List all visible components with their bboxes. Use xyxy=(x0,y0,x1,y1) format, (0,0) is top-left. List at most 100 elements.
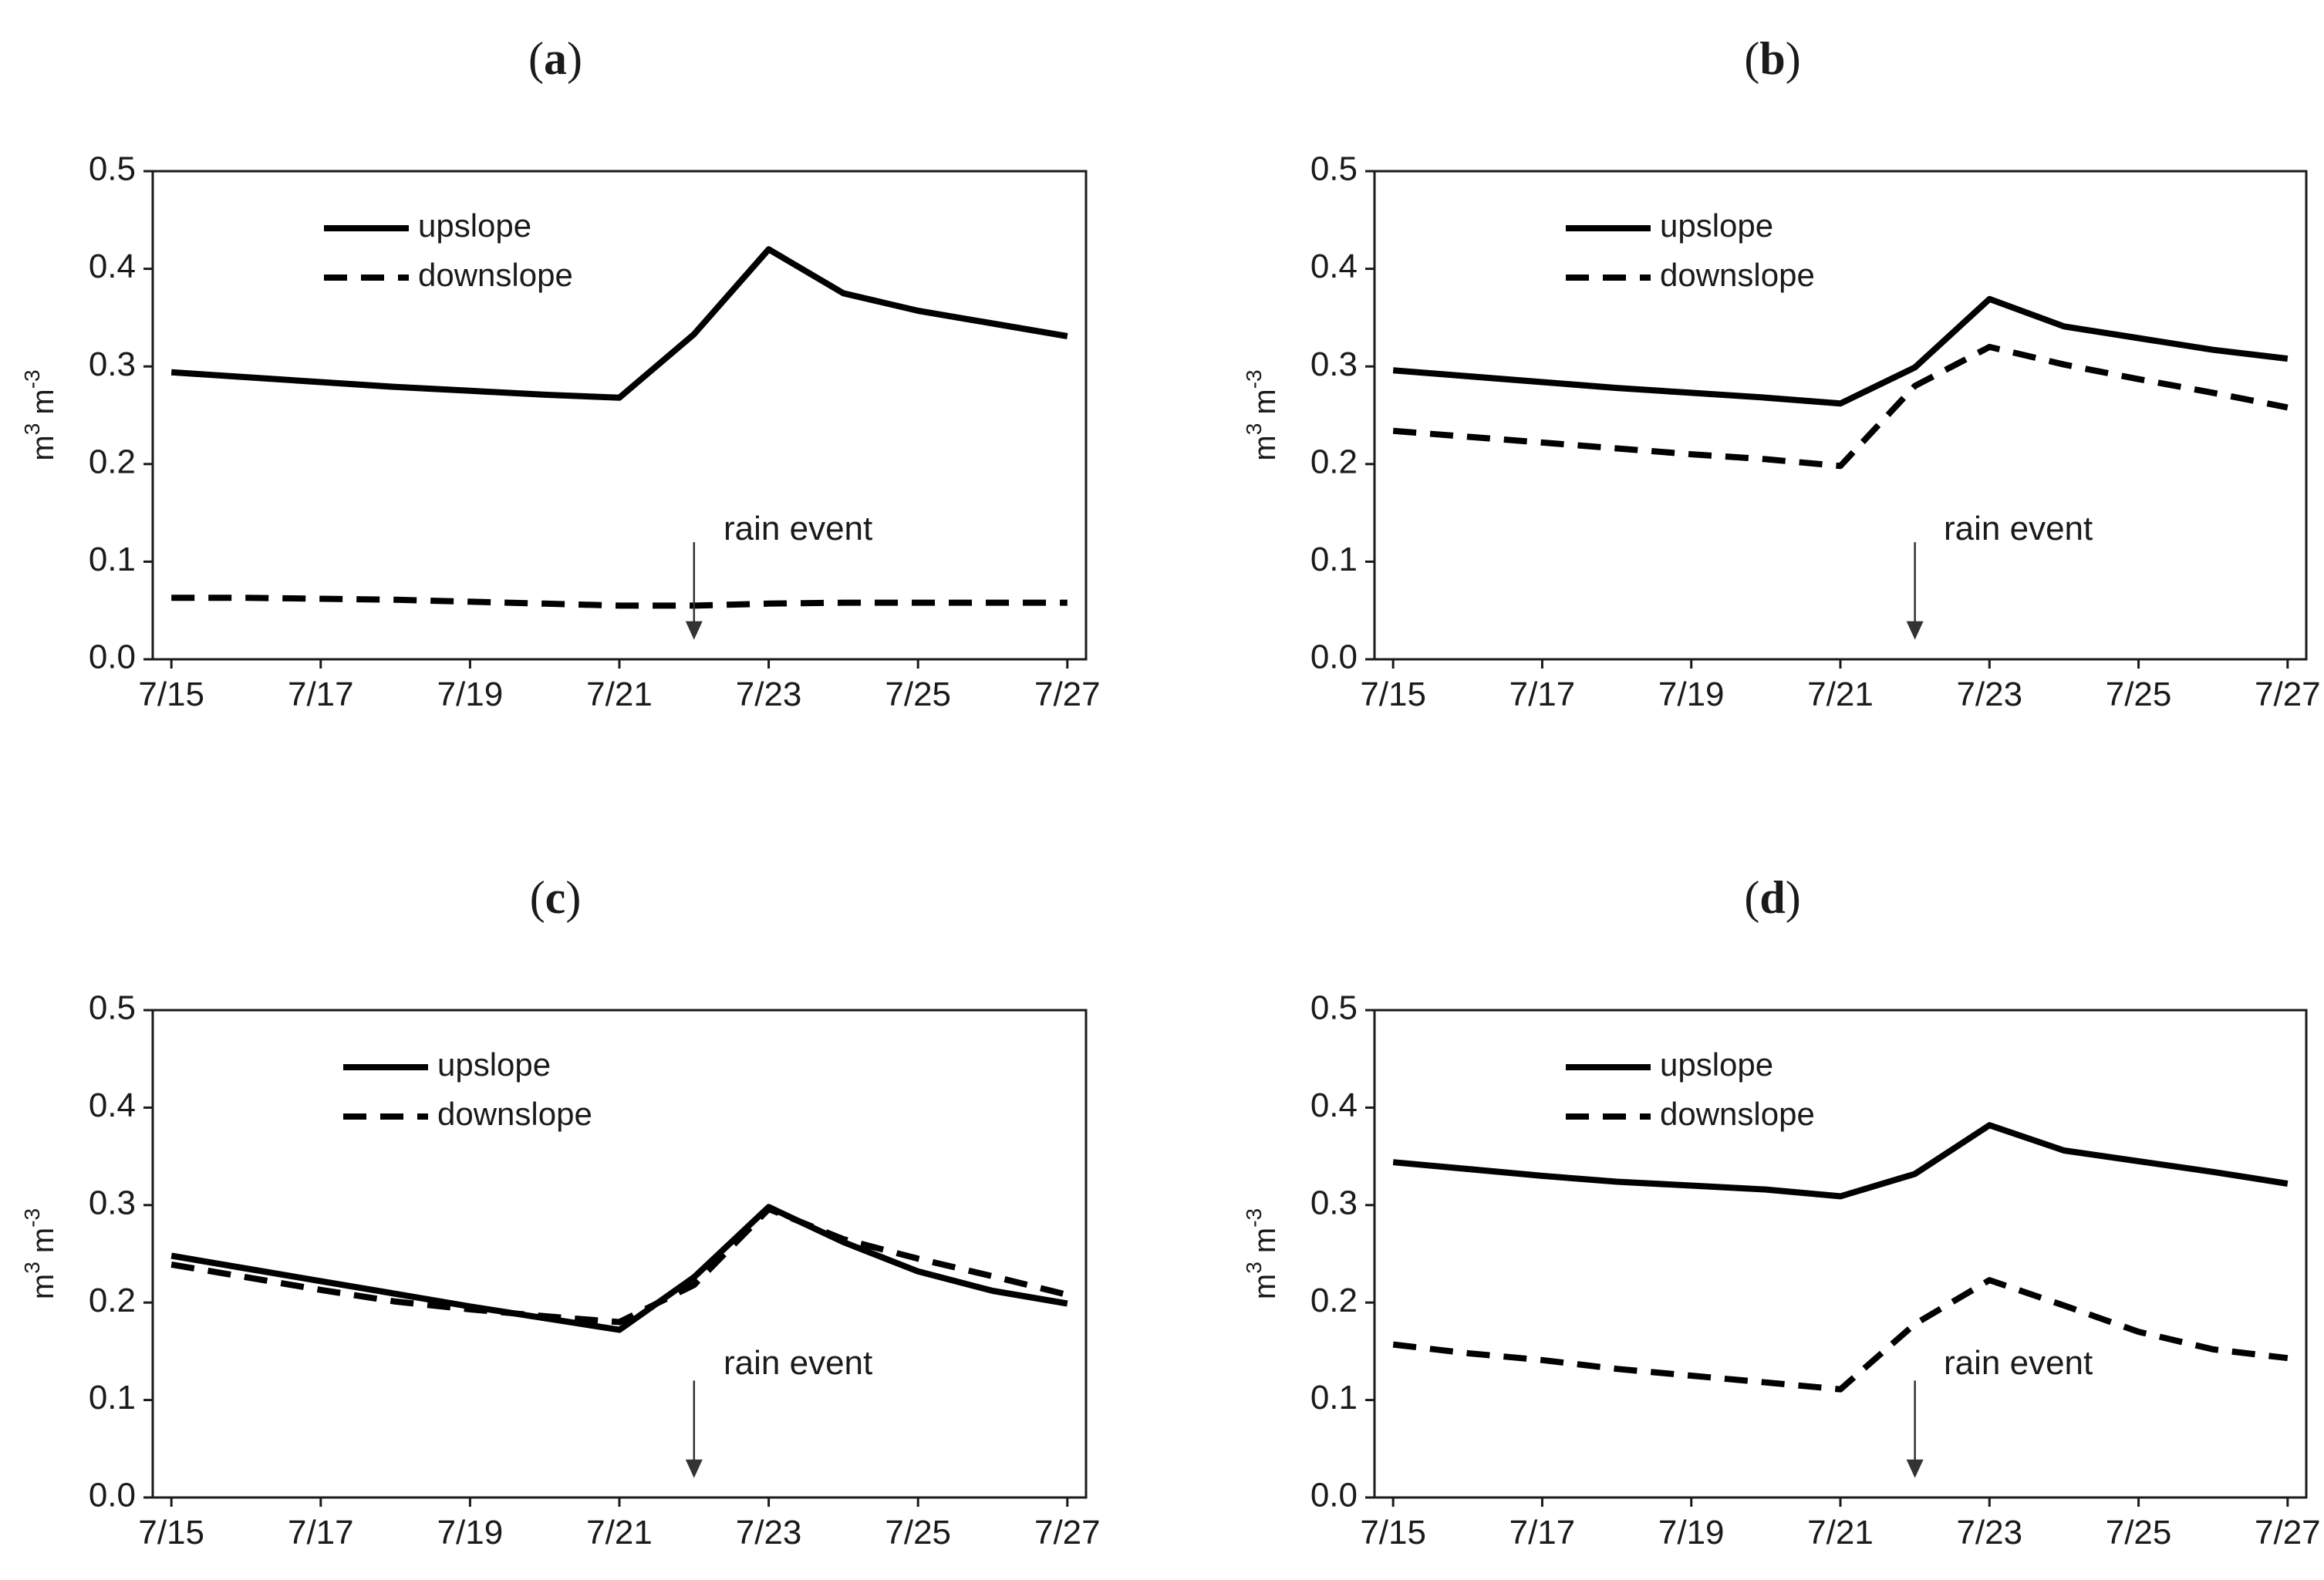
series-line-downslope xyxy=(1392,1277,2289,1393)
y-tick-label: 0.1 xyxy=(89,1379,136,1417)
chart-panel-d: (d) 0.0 0.1 0.2 0.3 0.4 0.5 7/15 7/17 7/19 7/21 7/2… xyxy=(1242,872,2320,1551)
rain-event-arrow-head xyxy=(1906,1459,1924,1478)
x-tick-label: 7/21 xyxy=(586,1514,653,1551)
x-tick-label: 7/25 xyxy=(2106,675,2172,713)
x-tick-label: 7/23 xyxy=(736,1514,802,1551)
x-tick-label: 7/15 xyxy=(138,1514,204,1551)
legend-label-downslope: downslope xyxy=(1660,257,1815,293)
panel-label-close: ) xyxy=(565,872,581,923)
y-tick-label: 0.3 xyxy=(89,345,136,383)
x-tick-label: 7/19 xyxy=(437,1514,504,1551)
x-tick-label: 7/17 xyxy=(1509,1514,1576,1551)
panel-label-open: ( xyxy=(1744,872,1759,923)
legend-label-downslope: downslope xyxy=(1660,1096,1815,1132)
panel-label-open: ( xyxy=(530,872,545,923)
panel-label-close: ) xyxy=(1786,872,1801,923)
legend-label-downslope: downslope xyxy=(437,1096,592,1132)
x-tick-label: 7/27 xyxy=(1034,1514,1101,1551)
x-tick-label: 7/15 xyxy=(1360,675,1426,713)
x-tick-label: 7/21 xyxy=(1807,1514,1874,1551)
y-tick-label: 0.0 xyxy=(89,638,136,676)
y-tick-label: 0.1 xyxy=(1310,541,1358,578)
x-tick-label: 7/21 xyxy=(1807,675,1874,713)
y-axis-label-mid: m xyxy=(1248,1228,1282,1262)
y-tick-label: 0.4 xyxy=(89,248,136,285)
y-tick-label: 0.5 xyxy=(89,989,136,1027)
x-tick-label: 7/23 xyxy=(736,675,802,713)
panel-label-open: ( xyxy=(1744,33,1759,84)
panel-label-close: ) xyxy=(1786,33,1801,84)
y-axis-label-exp1: 3 xyxy=(1242,423,1266,436)
y-axis-label-exp2: -3 xyxy=(1242,369,1266,389)
y-tick-label: 0.4 xyxy=(1310,1086,1358,1124)
x-tick-label: 7/27 xyxy=(1034,675,1101,713)
y-tick-label: 0.0 xyxy=(1310,1477,1358,1514)
x-tick-label: 7/15 xyxy=(1360,1514,1426,1551)
x-tick-label: 7/17 xyxy=(1509,675,1576,713)
y-tick-label: 0.1 xyxy=(1310,1379,1358,1417)
x-tick-label: 7/21 xyxy=(586,675,653,713)
plot-frame xyxy=(151,1009,1088,1499)
x-tick-label: 7/19 xyxy=(1658,1514,1725,1551)
x-tick-label: 7/23 xyxy=(1956,675,2022,713)
series-line-downslope xyxy=(1392,343,2289,470)
panel-label-letter: b xyxy=(1759,33,1785,84)
panel-label-close: ) xyxy=(567,33,582,84)
plot-frame xyxy=(1373,170,2308,661)
y-tick-label: 0.4 xyxy=(1310,248,1358,285)
legend-label-upslope: upslope xyxy=(437,1046,551,1083)
y-axis-label-exp2: -3 xyxy=(20,369,44,389)
panel-label-open: ( xyxy=(528,33,544,84)
rain-event-label: rain event xyxy=(724,1344,872,1382)
panel-label: (b) xyxy=(1744,33,1800,84)
y-axis-label-exp1: 3 xyxy=(20,1262,44,1274)
y-axis-label: m3 m-3 xyxy=(1242,1208,1281,1299)
y-axis-label-base: m xyxy=(26,435,60,460)
y-axis-label-mid: m xyxy=(26,389,60,423)
rain-event-arrow-head xyxy=(685,621,703,640)
x-tick-label: 7/25 xyxy=(885,1514,951,1551)
series-line-upslope xyxy=(1392,295,2289,407)
y-tick-label: 0.3 xyxy=(1310,345,1358,383)
y-axis-label: m3 m-3 xyxy=(20,369,59,460)
rain-event-arrow-head xyxy=(1906,621,1924,640)
rain-event-arrow-head xyxy=(685,1459,703,1478)
y-axis-label: m3 m-3 xyxy=(20,1208,59,1299)
series-line-upslope xyxy=(170,1204,1068,1333)
chart-panel-b: (b) 0.0 0.1 0.2 0.3 0.4 0.5 7/15 7/17 7/19 7/21 7/2… xyxy=(1242,33,2320,713)
y-tick-label: 0.5 xyxy=(1310,989,1358,1027)
panel-label-letter: c xyxy=(545,872,566,923)
x-tick-label: 7/19 xyxy=(1658,675,1725,713)
y-axis-label-exp2: -3 xyxy=(1242,1208,1266,1228)
x-tick-label: 7/17 xyxy=(288,1514,354,1551)
y-tick-label: 0.5 xyxy=(1310,150,1358,188)
y-axis-label-exp2: -3 xyxy=(20,1208,44,1228)
x-tick-label: 7/25 xyxy=(2106,1514,2172,1551)
y-axis-label-base: m xyxy=(1248,1274,1282,1299)
x-tick-label: 7/25 xyxy=(885,675,951,713)
y-tick-label: 0.2 xyxy=(1310,443,1358,480)
panel-label-letter: a xyxy=(544,33,567,84)
y-tick-label: 0.0 xyxy=(1310,638,1358,676)
chart-panel-c: (c) 0.0 0.1 0.2 0.3 0.4 0.5 7/15 7/17 7/19 7/21 7/2… xyxy=(20,872,1100,1551)
y-axis-label-mid: m xyxy=(26,1228,60,1262)
y-tick-label: 0.1 xyxy=(89,541,136,578)
rain-event-label: rain event xyxy=(1944,510,2093,547)
plot-frame xyxy=(151,170,1088,661)
y-tick-label: 0.2 xyxy=(89,443,136,480)
rain-event-label: rain event xyxy=(1944,1344,2093,1382)
x-tick-label: 7/17 xyxy=(288,675,354,713)
y-axis-label-mid: m xyxy=(1248,389,1282,423)
y-axis-label-exp1: 3 xyxy=(1242,1262,1266,1274)
y-tick-label: 0.2 xyxy=(1310,1282,1358,1319)
series-line-downslope xyxy=(170,1205,1068,1326)
y-tick-label: 0.3 xyxy=(1310,1184,1358,1221)
panel-label: (c) xyxy=(530,872,582,923)
y-tick-label: 0.2 xyxy=(89,1282,136,1319)
series-line-upslope xyxy=(1392,1122,2289,1200)
panel-label: (d) xyxy=(1744,872,1800,923)
y-axis-label-base: m xyxy=(1248,435,1282,460)
y-tick-label: 0.3 xyxy=(89,1184,136,1221)
rain-event-label: rain event xyxy=(724,510,872,547)
